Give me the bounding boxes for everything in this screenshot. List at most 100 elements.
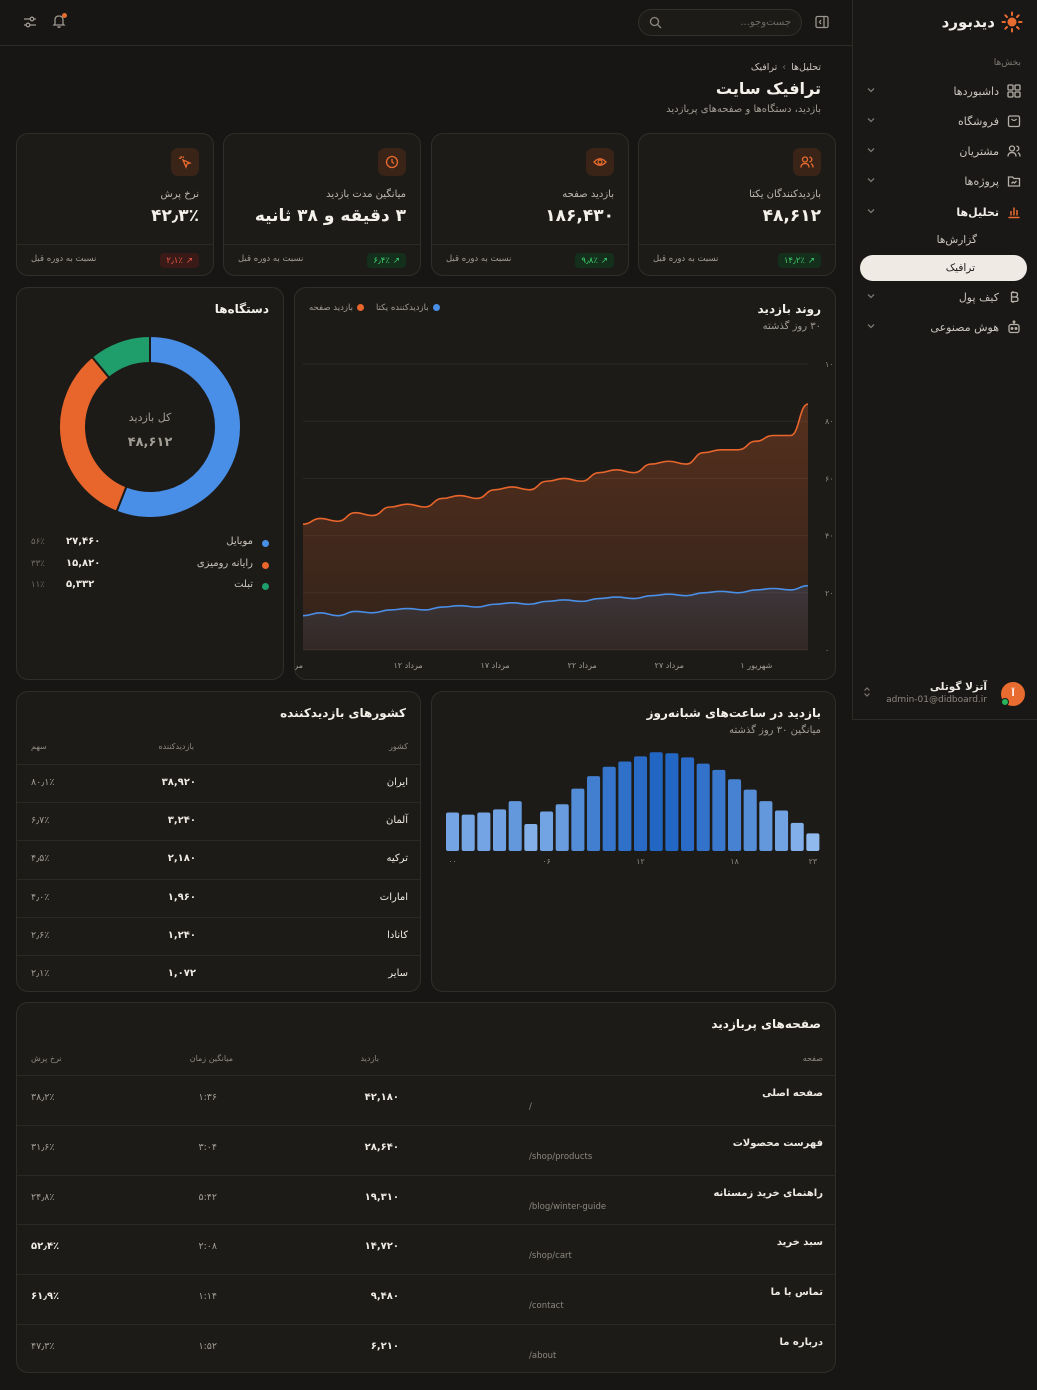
table-row[interactable]: تماس با ما/contact ۹,۴۸۰ ۱:۱۴ ۶۱٫۹٪ <box>17 1274 835 1324</box>
series-area <box>303 585 808 650</box>
x-tick-label: مرداد ۱۲ <box>393 661 422 670</box>
page-views: ۶,۲۱۰ <box>370 1341 399 1352</box>
sidebar-item-analytics[interactable]: تحلیل‌ها <box>860 198 1029 226</box>
page-bounce-rate: ۶۱٫۹٪ <box>31 1291 60 1303</box>
sidebar-subitem-label: گزارش‌ها <box>936 234 977 246</box>
x-tick-label: ۲۳ <box>809 857 818 866</box>
donut-center-value: ۴۸,۶۱۲ <box>128 435 173 450</box>
sidebar-item-customers[interactable]: مشتریان <box>860 137 1029 165</box>
sidebar: دیدبورد بخش‌ها داشبوردها فروشگاه مشتریان… <box>852 0 1037 720</box>
bar <box>775 810 789 851</box>
bell-icon[interactable] <box>51 13 67 29</box>
sidebar-item-dashboards[interactable]: داشبوردها <box>860 77 1029 105</box>
table-row[interactable]: سایر ۱,۰۷۲ ۲٫۱٪ <box>17 955 420 991</box>
bar <box>587 776 601 851</box>
x-tick-label: ۱۸ <box>730 857 739 866</box>
bar <box>681 757 695 851</box>
table-row[interactable]: امارات ۱,۹۶۰ ۴٫۰٪ <box>17 878 420 917</box>
column-header: کشور <box>389 742 408 751</box>
sidebar-toggle-icon[interactable] <box>815 15 829 29</box>
table-row[interactable]: ایران ۳۸,۹۲۰ ۸۰٫۱٪ <box>17 764 420 802</box>
chevron-down-icon <box>866 175 876 185</box>
search-input[interactable] <box>661 10 801 35</box>
sidebar-item-label: پروژه‌ها <box>964 174 999 188</box>
kpi-change-badge: ↗ ۶٫۴٪ <box>367 253 406 268</box>
device-value: ۵,۳۳۲ <box>66 579 95 590</box>
hourly-bar-chart: ۰۰ ۰۶ ۱۲ ۱۸ ۲۳ <box>446 752 820 866</box>
bar <box>649 752 663 851</box>
sidebar-item-ai[interactable]: هوش مصنوعی <box>860 313 1029 341</box>
table-row[interactable]: سبد خرید/shop/cart ۱۴,۷۲۰ ۲:۰۸ ۵۲٫۴٪ <box>17 1224 835 1274</box>
page-bounce-rate: ۲۴٫۸٪ <box>31 1191 55 1203</box>
x-tick-label: ۰۰ <box>448 857 457 866</box>
bar <box>571 788 585 851</box>
device-row: موبایل ۲۷,۴۶۰ ۵۶٪ <box>31 536 269 552</box>
y-tick-label: ۶۰ <box>825 474 834 483</box>
device-name: موبایل <box>226 536 253 547</box>
x-tick-label: مرداد ۲۷ <box>655 661 684 670</box>
series-line <box>302 584 809 617</box>
kpi-value: ۳ دقیقه و ۳۸ ثانیه <box>254 206 406 226</box>
bar <box>759 801 773 851</box>
kpi-change-badge: ↗ ۹٫۸٪ <box>575 253 614 268</box>
table-row[interactable]: فهرست محصولات/shop/products ۲۸,۶۴۰ ۳:۰۴ ۳۱٫… <box>17 1124 835 1175</box>
page-avg-time: ۱:۳۶ <box>198 1092 217 1103</box>
bar <box>477 812 491 851</box>
page-name: راهنمای خرید زمستانه <box>713 1187 823 1199</box>
bar <box>806 833 820 851</box>
table-row[interactable]: راهنمای خرید زمستانه/blog/winter-guide ۱۹… <box>17 1174 835 1225</box>
user-switcher[interactable]: آ آتزلا گوتلی admin-01@didboard.ir <box>863 678 1025 708</box>
chevron-down-icon <box>866 145 876 155</box>
page-views: ۴۲,۱۸۰ <box>364 1092 399 1103</box>
users-icon <box>793 148 821 176</box>
page-bounce-rate: ۳۸٫۲٪ <box>31 1092 55 1103</box>
countries-card: کشورهای بازدیدکننده کشور بازدیدکننده سهم… <box>16 691 421 992</box>
sidebar-subitem-traffic[interactable]: ترافیک <box>860 255 1027 281</box>
legend-swatch <box>262 562 269 569</box>
brand[interactable]: دیدبورد <box>942 11 1023 33</box>
column-header: بازدید <box>360 1054 379 1063</box>
y-tick-label: ۴۰ <box>825 532 834 541</box>
device-row: تبلت ۵,۳۳۲ ۱۱٪ <box>31 579 269 595</box>
sidebar-item-projects[interactable]: پروژه‌ها <box>860 167 1029 195</box>
table-row[interactable]: درباره ما/about ۶,۲۱۰ ۱:۵۲ ۴۷٫۳٪ <box>17 1324 835 1372</box>
search-icon <box>649 16 662 29</box>
chevron-up-icon <box>866 206 876 216</box>
chevron-down-icon <box>866 115 876 125</box>
sidebar-item-label: مشتریان <box>959 144 999 158</box>
search-box[interactable] <box>638 9 802 36</box>
page-views: ۱۹,۳۱۰ <box>364 1191 399 1203</box>
hourly-visits-card: بازدید در ساعت‌های شبانه‌روز میانگین ۳۰ … <box>431 691 836 992</box>
cursor-click-icon <box>171 148 199 176</box>
table-row[interactable]: آلمان ۳,۲۴۰ ۶٫۷٪ <box>17 802 420 840</box>
device-value: ۲۷,۴۶۰ <box>66 536 101 547</box>
card-subtitle: ۳۰ روز گذشته <box>762 321 821 332</box>
kpi-card-bounce-rate: نرخ پرش ۴۲٫۳٪ ↗ ۲٫۱٪ نسبت به دوره قبل <box>16 133 214 276</box>
series-area <box>303 404 808 650</box>
notification-dot <box>62 13 67 18</box>
country-visitors: ۳,۲۴۰ <box>167 815 196 827</box>
sidebar-item-label: تحلیل‌ها <box>956 205 999 219</box>
bar <box>461 814 475 851</box>
sidebar-item-wallet[interactable]: کیف پول <box>860 283 1029 311</box>
table-row[interactable]: کانادا ۱,۲۴۰ ۲٫۶٪ <box>17 916 420 955</box>
page-bounce-rate: ۴۷٫۳٪ <box>31 1341 55 1352</box>
sidebar-subitem-reports[interactable]: گزارش‌ها <box>862 227 1029 253</box>
page-name: تماس با ما <box>770 1287 823 1299</box>
table-row[interactable]: صفحه اصلی / ۴۲,۱۸۰ ۱:۳۶ ۳۸٫۲٪ <box>17 1075 835 1125</box>
clock-icon <box>378 148 406 176</box>
breadcrumb-item[interactable]: تحلیل‌ها <box>791 62 821 73</box>
y-tick-label: ۱۰۰ <box>825 360 836 369</box>
table-row[interactable]: ترکیه ۲,۱۸۰ ۴٫۵٪ <box>17 840 420 878</box>
kpi-label: بازدیدکنندگان یکتا <box>749 189 821 200</box>
settings-sliders-icon[interactable] <box>23 15 37 29</box>
x-tick-label: مرداد ۱۷ <box>481 661 510 670</box>
legend-swatch <box>432 304 440 311</box>
page-avg-time: ۳:۰۴ <box>198 1141 217 1153</box>
kpi-compare-text: نسبت به دوره قبل <box>238 254 304 264</box>
bar <box>446 812 460 851</box>
bitcoin-icon <box>1007 290 1021 304</box>
sidebar-item-shop[interactable]: فروشگاه <box>860 107 1029 135</box>
sidebar-item-label: فروشگاه <box>957 114 999 128</box>
bar <box>524 823 538 851</box>
